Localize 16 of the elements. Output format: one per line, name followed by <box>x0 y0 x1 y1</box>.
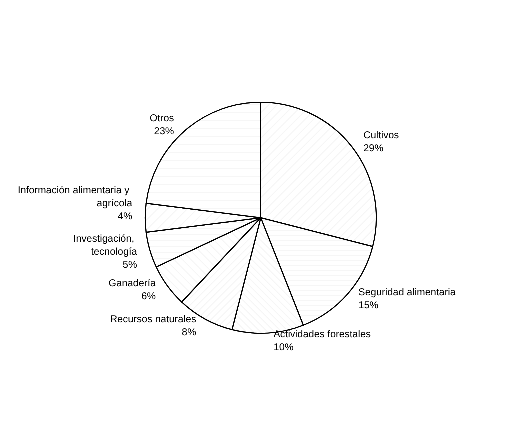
slice-label: Otros <box>150 113 174 124</box>
slice-label: Seguridad alimentaria <box>358 288 456 299</box>
slice-label: Investigación, tecnología <box>73 234 138 258</box>
slice-label: Recursos naturales <box>110 314 196 326</box>
data-label: 5% <box>122 260 138 271</box>
data-label: 8% <box>182 327 197 338</box>
data-label: 10% <box>274 342 294 354</box>
data-label: 15% <box>358 300 379 312</box>
data-label: 23% <box>154 126 174 138</box>
data-label: 6% <box>142 292 156 303</box>
slice-label: Ganadería <box>108 278 156 290</box>
slice-label: Información alimentaria y agrícola <box>18 186 133 210</box>
data-label: 4% <box>118 212 133 222</box>
data-label: 29% <box>364 143 384 154</box>
slice-label: Cultivos <box>364 130 400 142</box>
slice-label: Actividades forestales <box>274 329 372 340</box>
